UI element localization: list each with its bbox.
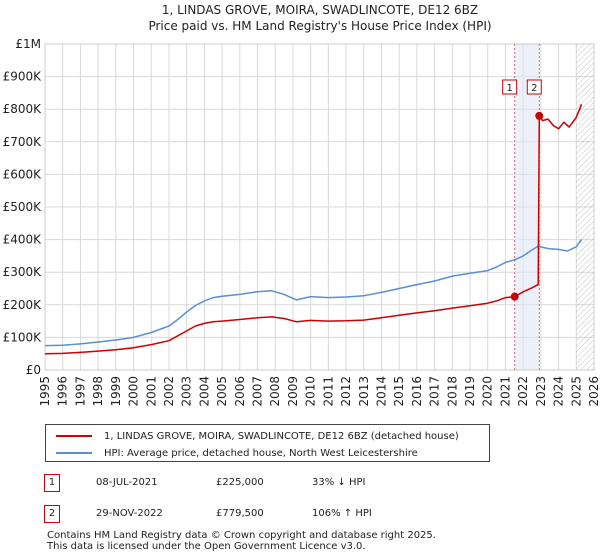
sale-marker-box-1	[502, 79, 518, 95]
x-tick-label-20: 2015	[392, 376, 406, 407]
y-tick-label-2: £200K	[3, 298, 43, 312]
x-tick-label-16: 2011	[321, 376, 335, 407]
x-tick-label-2: 1997	[73, 376, 87, 407]
sale-period-shade	[514, 44, 540, 370]
sale-date-2: 29-NOV-2022	[96, 508, 163, 519]
x-tick-label-5: 2000	[127, 376, 141, 407]
y-tick-label-3: £300K	[3, 265, 43, 279]
legend-swatch-hpi	[56, 452, 92, 454]
x-tick-label-6: 2001	[144, 376, 158, 407]
x-tick-label-25: 2020	[481, 376, 495, 407]
y-tick-label-10: £1M	[15, 37, 41, 51]
sale-badge-2: 2	[44, 505, 60, 523]
x-tick-label-21: 2016	[410, 376, 424, 407]
x-tick-label-8: 2003	[180, 376, 194, 407]
x-tick-label-7: 2002	[162, 376, 176, 407]
plot-border	[44, 43, 595, 371]
sale-point-2	[535, 111, 544, 120]
x-tick-label-9: 2004	[197, 376, 211, 407]
forecast-hatch	[576, 44, 594, 370]
x-tick-label-13: 2008	[268, 376, 282, 407]
x-tick-label-1: 1996	[56, 376, 70, 407]
x-tick-label-23: 2018	[445, 376, 459, 407]
x-tick-label-3: 1998	[91, 376, 105, 407]
y-tick-label-0: £0	[26, 363, 41, 377]
x-tick-label-14: 2009	[286, 376, 300, 407]
x-tick-label-15: 2010	[304, 376, 318, 407]
chart-title: 1, LINDAS GROVE, MOIRA, SWADLINCOTE, DE1…	[162, 3, 478, 17]
sale-hpi-2: 106% ↑ HPI	[312, 508, 372, 519]
footer: Contains HM Land Registry data © Crown c…	[47, 530, 436, 552]
legend-item-hpi: HPI: Average price, detached house, Nort…	[56, 445, 418, 461]
series-line-1	[44, 239, 583, 347]
sale-row-2: 2 29-NOV-2022 £779,500 106% ↑ HPI	[44, 505, 544, 525]
x-tick-label-10: 2005	[215, 376, 229, 407]
x-tick-label-22: 2017	[428, 376, 442, 407]
legend-label-hpi: HPI: Average price, detached house, Nort…	[104, 447, 418, 459]
sale-point-1	[510, 292, 519, 301]
y-tick-label-4: £400K	[3, 233, 43, 247]
legend-item-property: 1, LINDAS GROVE, MOIRA, SWADLINCOTE, DE1…	[56, 428, 459, 444]
x-tick-label-24: 2019	[463, 376, 477, 407]
x-tick-label-19: 2014	[374, 376, 388, 407]
y-tick-label-6: £600K	[3, 167, 43, 181]
sale-badge-1: 1	[44, 474, 60, 492]
price-chart: 1, LINDAS GROVE, MOIRA, SWADLINCOTE, DE1…	[3, 3, 600, 407]
x-tick-label-26: 2021	[498, 376, 512, 407]
sale-row-1: 1 08-JUL-2021 £225,000 33% ↓ HPI	[44, 474, 544, 494]
sale-hpi-1: 33% ↓ HPI	[312, 477, 366, 488]
x-tick-label-28: 2023	[534, 376, 548, 407]
y-tick-label-1: £100K	[3, 330, 43, 344]
y-tick-label-9: £900K	[3, 70, 43, 84]
x-tick-label-0: 1995	[38, 376, 52, 407]
legend-label-property: 1, LINDAS GROVE, MOIRA, SWADLINCOTE, DE1…	[104, 430, 459, 442]
y-tick-label-8: £800K	[3, 102, 43, 116]
y-tick-label-5: £500K	[3, 200, 43, 214]
y-tick-label-7: £700K	[3, 135, 43, 149]
x-tick-label-11: 2006	[233, 376, 247, 407]
sale-price-2: £779,500	[216, 508, 264, 519]
sale-marker-box-2	[526, 79, 542, 95]
x-tick-label-18: 2013	[357, 376, 371, 407]
x-tick-label-27: 2022	[516, 376, 530, 407]
x-tick-label-17: 2012	[339, 376, 353, 407]
legend-swatch-property	[56, 435, 92, 437]
sale-price-1: £225,000	[216, 477, 264, 488]
footer-line-2: This data is licensed under the Open Gov…	[47, 541, 366, 552]
legend: 1, LINDAS GROVE, MOIRA, SWADLINCOTE, DE1…	[45, 424, 490, 462]
footer-line-1: Contains HM Land Registry data © Crown c…	[47, 530, 436, 541]
sale-marker-label-1: 1	[506, 83, 512, 94]
chart-subtitle: Price paid vs. HM Land Registry's House …	[148, 19, 491, 33]
x-tick-label-31: 2026	[587, 376, 600, 407]
x-tick-label-4: 1999	[109, 376, 123, 407]
x-tick-label-12: 2007	[251, 376, 265, 407]
sale-date-1: 08-JUL-2021	[96, 477, 158, 488]
x-tick-label-30: 2025	[569, 376, 583, 407]
sale-marker-label-2: 2	[531, 83, 537, 94]
x-tick-label-29: 2024	[552, 376, 566, 407]
